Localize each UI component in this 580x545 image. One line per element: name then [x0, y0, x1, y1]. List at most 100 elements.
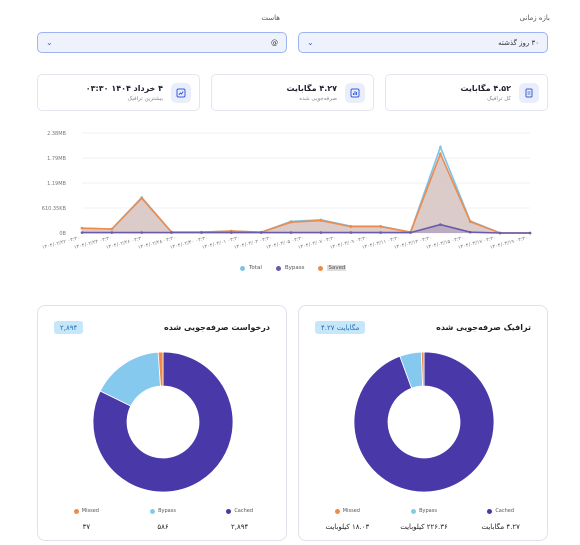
stat-label: بیشترین ترافیک [127, 95, 163, 102]
data-point-saved [439, 152, 442, 156]
legend-bypass: Bypass ۲۲۶.۳۶ کیلوبایت [394, 508, 454, 531]
total-badge: ۲,۸۹۴ [54, 321, 84, 334]
data-point-saved [110, 227, 114, 231]
card-title: درخواست صرفه‌جویی شده [163, 323, 270, 332]
y-tick-label: 0B [59, 231, 66, 237]
data-point-saved [140, 196, 144, 200]
legend-value: ۲۲۶.۳۶ کیلوبایت [400, 523, 448, 531]
stat-total-traffic: ۴.۵۲ مگابایت کل ترافیک [385, 74, 548, 111]
legend-dot [226, 508, 232, 514]
total-badge: ۴.۲۷ مگابایت [315, 321, 366, 334]
legend-bypass[interactable]: Bypass [275, 265, 305, 271]
data-point-saved [80, 226, 84, 230]
series-line-saved [81, 151, 530, 234]
legend-saved[interactable]: Saved [318, 265, 347, 271]
legend-value: ۵۸۶ [157, 523, 169, 531]
legend-dot [150, 508, 156, 514]
legend-dot [411, 508, 417, 514]
legend-dot [73, 508, 79, 514]
legend-dot [240, 265, 245, 271]
data-point-total [439, 145, 442, 149]
legend-value: ۱۸.۰۳ کیلوبایت [325, 523, 370, 531]
legend-dot [487, 508, 493, 514]
legend-label: Total [249, 265, 262, 271]
data-point-saved [379, 225, 382, 228]
data-point-bypass [319, 231, 323, 234]
legend-total[interactable]: Total [240, 265, 262, 271]
donut-chart [93, 352, 233, 492]
data-point-bypass [170, 231, 173, 234]
host-value: @ [271, 38, 278, 47]
host-label: هاست [261, 14, 280, 22]
legend-bypass: Bypass ۵۸۶ [133, 508, 193, 531]
chevron-down-icon: ⌄ [46, 38, 53, 47]
legend-label: Saved [327, 265, 347, 271]
trend-icon [171, 82, 191, 103]
chart-icon [345, 82, 365, 103]
stat-saved: ۴.۲۷ مگابایت صرفه‌جویی شده [211, 74, 374, 111]
file-icon [519, 82, 539, 103]
legend-value: ۲,۸۹۴ [231, 523, 249, 531]
donut-slice-cached[interactable] [93, 352, 233, 492]
data-point-bypass [230, 231, 233, 234]
stat-value: ۴ خرداد ۱۴۰۴ ۰۳:۳۰ [85, 83, 163, 93]
donut-slice-missed[interactable] [420, 352, 425, 387]
legend-label: Bypass [284, 265, 305, 271]
stat-label: صرفه‌جویی شده [299, 95, 337, 102]
donut-slice-cached[interactable] [354, 352, 494, 492]
legend-dot [318, 265, 324, 271]
data-point-bypass [110, 231, 114, 234]
donut-legend: Cached ۲,۸۹۴ Bypass ۵۸۶ Missed ۳۷ [48, 508, 278, 531]
legend-name: Missed [342, 508, 360, 514]
data-point-bypass [259, 231, 263, 234]
data-point-bypass [200, 231, 203, 234]
data-point-bypass [409, 231, 412, 234]
data-point-bypass [349, 231, 353, 234]
data-point-bypass [140, 231, 144, 234]
legend-name: Bypass [158, 508, 176, 514]
stat-value: ۴.۵۲ مگابایت [460, 83, 511, 93]
legend-name: Bypass [419, 508, 437, 514]
y-tick-label: 2.38MB [47, 131, 66, 137]
data-point-saved [468, 220, 472, 224]
y-tick-label: 1.79MB [47, 156, 66, 162]
data-point-bypass [80, 231, 84, 234]
y-tick-label: 1.19MB [47, 181, 66, 187]
host-select[interactable]: @ ⌄ [37, 32, 287, 53]
period-select[interactable]: ۳۰ روز گذشته ⌄ [298, 32, 548, 53]
y-tick-label: 610.35KB [42, 206, 67, 212]
data-point-bypass [468, 230, 472, 234]
stat-value: ۴.۲۷ مگابایت [286, 83, 337, 93]
stat-label: کل ترافیک [487, 95, 511, 102]
legend-name: Missed [81, 508, 99, 514]
card-title: ترافیک صرفه‌جویی شده [436, 323, 531, 332]
legend-missed: Missed ۳۷ [56, 508, 116, 531]
data-point-bypass [498, 231, 502, 235]
data-point-bypass [289, 231, 293, 234]
legend-cached: Cached ۴.۲۷ مگابایت [471, 508, 531, 531]
legend-name: Cached [495, 508, 515, 514]
legend-dot [334, 508, 340, 514]
period-label: بازه زمانی [519, 14, 550, 22]
chart-legend: Total Bypass Saved [240, 265, 347, 271]
legend-dot [275, 265, 281, 271]
data-point-saved [319, 219, 323, 222]
donut-slice-missed[interactable] [157, 352, 164, 387]
stat-peak: ۴ خرداد ۱۴۰۴ ۰۳:۳۰ بیشترین ترافیک [37, 74, 200, 111]
donut-legend: Cached ۴.۲۷ مگابایت Bypass ۲۲۶.۳۶ کیلوبا… [309, 508, 539, 531]
data-point-bypass [379, 231, 382, 234]
period-value: ۳۰ روز گذشته [498, 38, 539, 47]
data-point-bypass [439, 223, 442, 226]
legend-value: ۳۷ [82, 523, 91, 531]
series-line-bypass [82, 223, 530, 234]
data-point-saved [349, 225, 353, 228]
legend-cached: Cached ۲,۸۹۴ [210, 508, 270, 531]
legend-name: Cached [234, 508, 254, 514]
legend-missed: Missed ۱۸.۰۳ کیلوبایت [317, 508, 377, 531]
data-point-bypass [528, 231, 532, 235]
donut-chart [354, 352, 494, 492]
data-point-saved [289, 220, 293, 224]
saved-traffic-card: ترافیک صرفه‌جویی شده ۴.۲۷ مگابایت Cached… [298, 305, 548, 541]
chevron-down-icon: ⌄ [307, 38, 314, 47]
